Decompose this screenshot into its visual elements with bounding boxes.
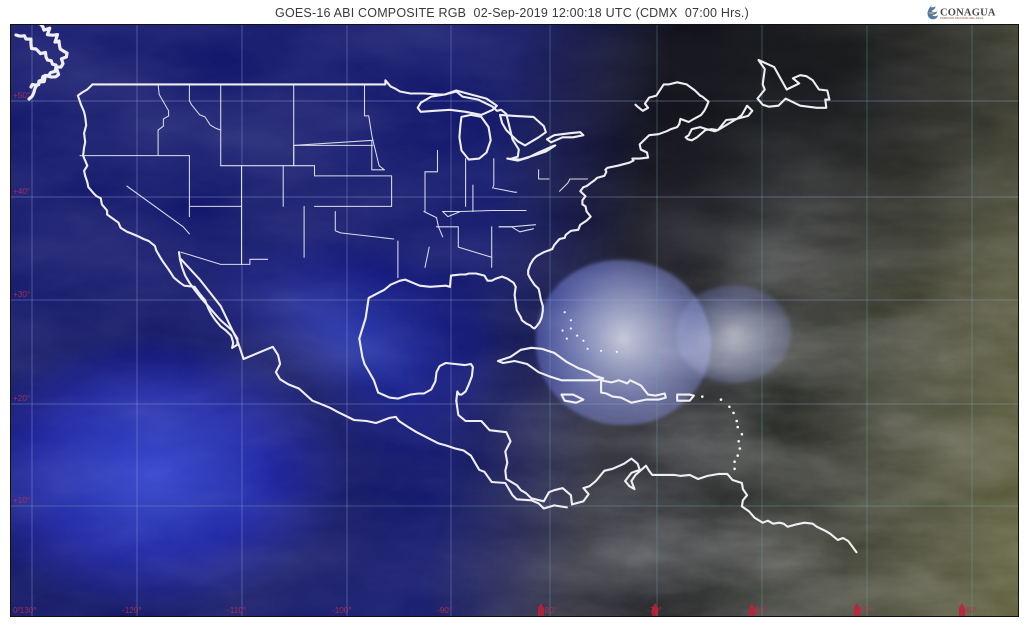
svg-text:COMISION NACIONAL DEL AGUA: COMISION NACIONAL DEL AGUA xyxy=(940,16,983,20)
